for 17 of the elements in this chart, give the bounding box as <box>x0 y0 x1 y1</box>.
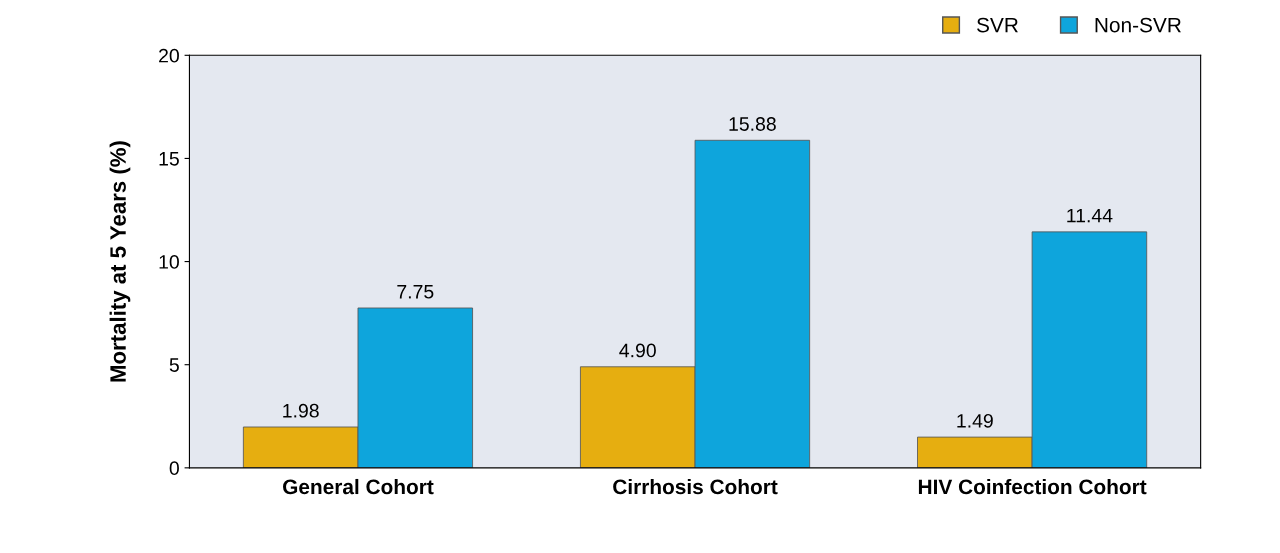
y-tick-label: 0 <box>169 461 179 476</box>
data-label: 4.90 <box>619 343 656 358</box>
y-tick-label: 15 <box>159 152 179 166</box>
legend-label: SVR <box>977 17 1018 33</box>
x-tick-label: HIV Coinfection Cohort <box>918 478 1147 495</box>
data-label: 1.49 <box>957 413 993 428</box>
data-label: 7.75 <box>397 285 434 299</box>
y-tick-label: 20 <box>159 48 179 63</box>
data-label: 11.44 <box>1067 208 1113 223</box>
y-axis-title: Mortality at 5 Years (%) <box>109 141 131 382</box>
data-label: 1.98 <box>283 403 319 418</box>
x-tick-label: Cirrhosis Cohort <box>613 478 778 495</box>
x-tick-label: General Cohort <box>283 478 434 495</box>
y-tick-label: 10 <box>159 255 179 269</box>
y-tick-label: 5 <box>169 358 179 372</box>
data-label: 15.88 <box>729 117 776 131</box>
legend-label: Non-SVR <box>1095 17 1181 33</box>
